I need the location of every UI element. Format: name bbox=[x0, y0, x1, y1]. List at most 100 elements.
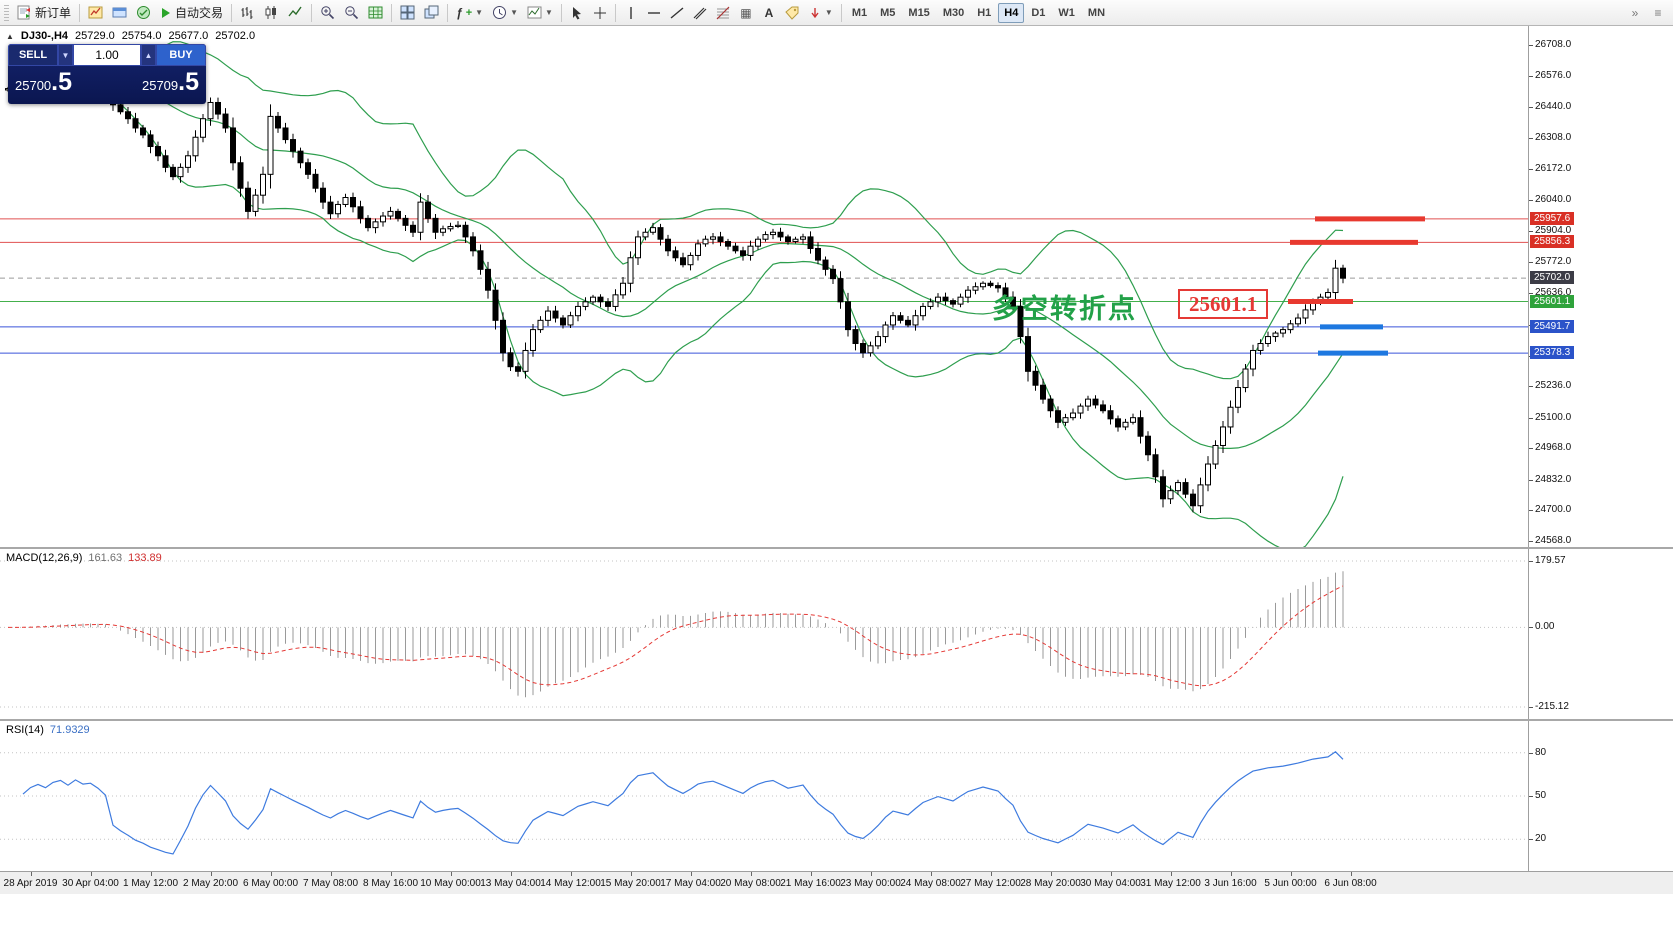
autotrading-label: 自动交易 bbox=[175, 6, 224, 20]
pane-resize-handle[interactable] bbox=[0, 547, 1673, 549]
overflow-icon: » bbox=[1631, 5, 1639, 20]
time-tick bbox=[1290, 872, 1292, 876]
clock-icon bbox=[493, 6, 507, 19]
chart-line-button[interactable] bbox=[284, 2, 307, 24]
scale-tick bbox=[1529, 561, 1533, 562]
fibonacci-button[interactable] bbox=[712, 2, 734, 24]
time-tick bbox=[1050, 872, 1052, 876]
time-axis-label: 23 May 00:00 bbox=[840, 878, 901, 889]
zoom-out-button[interactable] bbox=[340, 2, 363, 24]
candles-layer[interactable] bbox=[5, 75, 1346, 513]
rsi-line bbox=[22, 751, 1344, 855]
ohlc-close: 25702.0 bbox=[215, 30, 256, 42]
bollinger-upper-band bbox=[37, 41, 1344, 380]
buy-price[interactable]: 25709.5 bbox=[141, 68, 199, 96]
time-tick bbox=[690, 872, 692, 876]
channel-button[interactable] bbox=[689, 2, 711, 24]
price-tick-label: 24568.0 bbox=[1535, 534, 1572, 546]
chart-grid-button[interactable] bbox=[364, 2, 387, 24]
time-tick bbox=[990, 872, 992, 876]
horizontal-line-button[interactable] bbox=[643, 2, 665, 24]
buy-button[interactable]: BUY bbox=[156, 44, 206, 66]
shapes-button[interactable]: ▦ bbox=[735, 2, 757, 24]
timeframe-w1-button[interactable]: W1 bbox=[1052, 3, 1081, 23]
price-tick-label: 24700.0 bbox=[1535, 504, 1572, 516]
toolbar-overflow-button[interactable]: » bbox=[1624, 2, 1646, 24]
timeframe-h4-button[interactable]: H4 bbox=[998, 2, 1025, 23]
one-click-toggle-icon[interactable]: ▲ bbox=[6, 31, 14, 41]
market-watch-button[interactable] bbox=[132, 2, 155, 24]
scale-tick bbox=[1529, 293, 1533, 295]
time-axis-label: 30 May 04:00 bbox=[1080, 878, 1141, 889]
price-tick-label: 25636.0 bbox=[1535, 287, 1572, 299]
pane-resize-handle[interactable] bbox=[0, 719, 1673, 721]
chart-candles-button[interactable] bbox=[260, 2, 283, 24]
toolbar-separator bbox=[79, 3, 81, 22]
annotation-text[interactable]: 多空转折点 bbox=[992, 294, 1137, 324]
autotrading-button[interactable]: 自动交易 bbox=[156, 2, 227, 24]
timeframe-mn-button[interactable]: MN bbox=[1082, 3, 1111, 23]
new-chart-button[interactable] bbox=[84, 2, 107, 24]
cursor-button[interactable] bbox=[566, 2, 588, 24]
time-axis[interactable]: 28 Apr 2019 30 Apr 04:00 1 May 12:00 2 May … bbox=[0, 872, 1673, 894]
level-lines-layer[interactable] bbox=[0, 218, 1528, 354]
main-chart-canvas[interactable] bbox=[0, 26, 1528, 547]
scale-tick bbox=[1529, 448, 1533, 450]
new-order-icon bbox=[17, 5, 30, 20]
macd-pane-canvas[interactable] bbox=[0, 549, 1528, 719]
price-tick-label: 179.57 bbox=[1535, 555, 1566, 566]
crosshair-button[interactable] bbox=[589, 2, 611, 24]
zoom-in-button[interactable] bbox=[316, 2, 339, 24]
trendline-icon bbox=[670, 6, 684, 19]
main-toolbar: 新订单 自动交易 ƒ + ▼ bbox=[0, 0, 1673, 26]
zoom-in-icon bbox=[321, 6, 335, 20]
price-tick-label: 26040.0 bbox=[1535, 193, 1572, 205]
time-tick bbox=[330, 872, 332, 876]
bars-chart-icon bbox=[241, 7, 253, 19]
macd-histogram bbox=[15, 571, 1344, 698]
arrows-button[interactable]: ▼ bbox=[804, 2, 837, 24]
toolbar-customize-button[interactable]: ≡ bbox=[1647, 2, 1669, 24]
trendline-segments-layer[interactable] bbox=[1288, 216, 1425, 356]
vertical-line-button[interactable] bbox=[620, 2, 642, 24]
text-label-button[interactable] bbox=[781, 2, 803, 24]
time-tick bbox=[630, 872, 632, 876]
price-tick-label: 24832.0 bbox=[1535, 473, 1572, 485]
time-axis-label: 3 Jun 16:00 bbox=[1204, 878, 1257, 889]
text-button[interactable]: A bbox=[758, 2, 780, 24]
timeframe-h1-button[interactable]: H1 bbox=[971, 3, 997, 23]
price-tick-label: 50 bbox=[1535, 790, 1547, 801]
chart-bars-button[interactable] bbox=[236, 2, 259, 24]
sell-price[interactable]: 25700.5 bbox=[15, 68, 73, 96]
tag-icon bbox=[785, 6, 799, 20]
sell-button[interactable]: SELL bbox=[8, 44, 58, 66]
crosshair-icon bbox=[593, 6, 606, 19]
price-scale[interactable]: 26708.0 26576.0 26440.0 26308.0 26172.0 26040… bbox=[1529, 26, 1673, 871]
timeframe-m30-button[interactable]: M30 bbox=[937, 3, 970, 23]
volume-input[interactable] bbox=[73, 44, 141, 66]
annotation-price-box[interactable]: 25601.1 bbox=[1178, 289, 1269, 319]
symbol-period-label: DJ30-,H4 bbox=[20, 30, 68, 42]
profiles-button[interactable] bbox=[108, 2, 131, 24]
timeframe-m1-button[interactable]: M1 bbox=[846, 3, 873, 23]
new-order-button[interactable]: 新订单 bbox=[13, 2, 75, 24]
time-axis-label: 21 May 16:00 bbox=[780, 878, 841, 889]
trendline-button[interactable] bbox=[666, 2, 688, 24]
tile-windows-button[interactable] bbox=[396, 2, 419, 24]
market-watch-icon bbox=[137, 6, 151, 19]
scale-tick bbox=[1529, 261, 1533, 263]
periods-button[interactable]: ▼ bbox=[488, 2, 522, 24]
rsi-pane-canvas[interactable] bbox=[0, 721, 1528, 871]
indicators-button[interactable]: ƒ + ▼ bbox=[456, 5, 484, 20]
cascade-windows-button[interactable] bbox=[420, 2, 443, 24]
toolbar-grip[interactable] bbox=[4, 4, 9, 21]
templates-button[interactable]: ▼ bbox=[523, 2, 557, 24]
toolbar-separator bbox=[840, 3, 842, 22]
price-tick-label: 25904.0 bbox=[1535, 225, 1572, 237]
timeframe-m5-button[interactable]: M5 bbox=[874, 3, 901, 23]
rsi-label: RSI(14) 71.9329 bbox=[6, 724, 90, 736]
timeframe-m15-button[interactable]: M15 bbox=[902, 3, 935, 23]
timeframe-d1-button[interactable]: D1 bbox=[1025, 3, 1051, 23]
volume-increase-button[interactable]: ▲ bbox=[141, 44, 156, 66]
volume-decrease-button[interactable]: ▼ bbox=[58, 44, 73, 66]
